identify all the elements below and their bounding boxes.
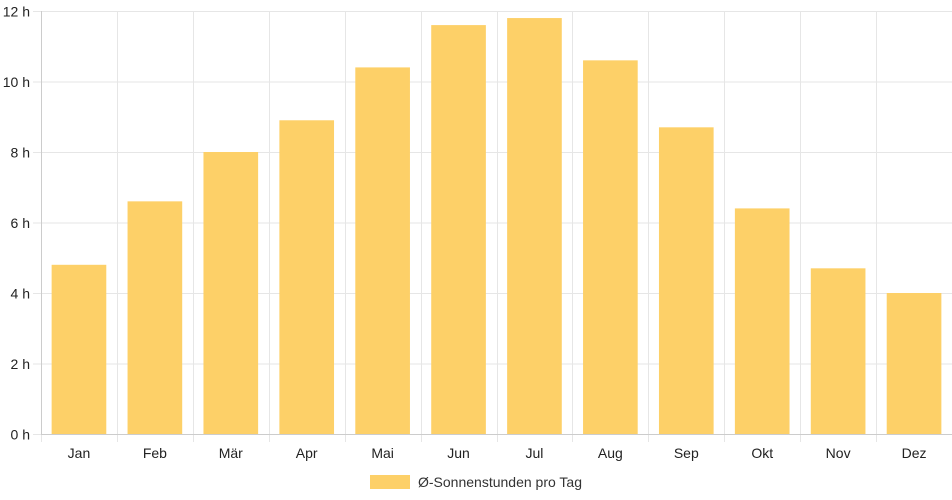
x-tick-label: Jul	[526, 445, 544, 461]
legend-swatch[interactable]	[370, 475, 410, 489]
bar-okt[interactable]: Okt: 6.4	[734, 208, 790, 434]
x-tick-label: Sep	[674, 445, 699, 461]
x-tick-label: Mär	[219, 445, 243, 461]
axes: 0 h 2 h 4 h 6 h 8 h 10 h 12 h Jan Feb Mär Apr Mai Ju…	[3, 4, 952, 461]
x-tick-label: Apr	[296, 445, 318, 461]
y-tick-label: 12 h	[3, 4, 30, 20]
y-tick-label: 10 h	[3, 74, 30, 90]
bar-jan[interactable]: Jan: 4.8	[51, 264, 107, 434]
bar-feb[interactable]: Feb: 6.6	[127, 201, 183, 434]
bar-sep[interactable]: Sep: 8.7	[658, 127, 714, 434]
x-tick-label: Jan	[68, 445, 91, 461]
x-tick-label: Mai	[371, 445, 394, 461]
bar-jul[interactable]: Jul: 11.8	[507, 18, 562, 435]
bar-apr[interactable]: Apr: 8.9	[279, 120, 335, 435]
y-tick-label: 2 h	[11, 356, 30, 372]
bar-nov[interactable]: Nov: 4.7	[810, 268, 866, 434]
bar-jun[interactable]: Jun: 11.6	[431, 25, 486, 434]
legend-label[interactable]: Ø-Sonnenstunden pro Tag	[418, 474, 582, 490]
bar-mär[interactable]: Mär: 8	[203, 152, 259, 434]
gridlines	[33, 11, 952, 442]
legend[interactable]: Ø-Sonnenstunden pro Tag	[370, 474, 582, 490]
x-tick-label: Feb	[143, 445, 167, 461]
y-tick-label: 8 h	[11, 145, 30, 161]
x-tick-label: Okt	[751, 445, 773, 461]
x-tick-label: Nov	[826, 445, 851, 461]
y-tick-label: 0 h	[11, 427, 30, 443]
bars: Jan: 4.8 Feb: 6.6 Mär: 8 Apr: 8.9 Mai: 10.4 J…	[51, 18, 942, 435]
bar-aug[interactable]: Aug: 10.6	[583, 60, 638, 434]
bar-mai[interactable]: Mai: 10.4	[355, 67, 410, 435]
x-tick-label: Aug	[598, 445, 623, 461]
x-tick-label: Dez	[902, 445, 927, 461]
x-tick-label: Jun	[447, 445, 470, 461]
y-tick-label: 4 h	[11, 286, 30, 302]
y-tick-label: 6 h	[11, 215, 30, 231]
bar-dez[interactable]: Dez: 4	[886, 293, 942, 434]
